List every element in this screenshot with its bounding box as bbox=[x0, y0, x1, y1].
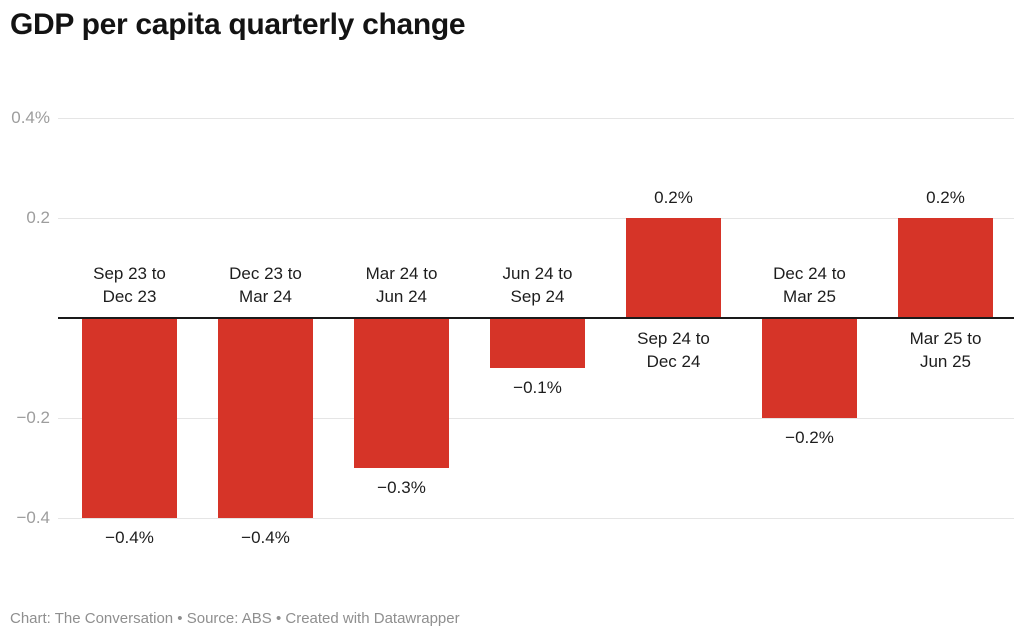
bar bbox=[354, 318, 449, 468]
bar-category-label: Sep 23 to Dec 23 bbox=[55, 262, 205, 308]
bar-value-label: 0.2% bbox=[654, 188, 693, 207]
bar-value-label: −0.3% bbox=[377, 478, 426, 497]
bar-category-label-line: Dec 23 to bbox=[229, 264, 302, 283]
bar-category-label-line: Mar 25 to bbox=[909, 329, 982, 348]
bar-category-label-line: Dec 24 to bbox=[773, 264, 846, 283]
chart-footer: Chart: The Conversation • Source: ABS • … bbox=[10, 610, 460, 627]
bar-category-label: Sep 24 to Dec 24 bbox=[599, 327, 749, 373]
bar bbox=[626, 218, 721, 318]
bar-category-label-line: Sep 24 to bbox=[637, 329, 710, 348]
y-axis-tick-label: 0.2 bbox=[26, 208, 50, 227]
y-axis-tick-label: 0.4% bbox=[11, 108, 50, 127]
y-axis-tick-label: −0.2 bbox=[16, 408, 50, 427]
bar-value-label: 0.2% bbox=[926, 188, 965, 207]
bar-category-label: Dec 24 to Mar 25 bbox=[735, 262, 885, 308]
chart-title: GDP per capita quarterly change bbox=[10, 8, 466, 41]
bar-category-label: Mar 24 to Jun 24 bbox=[327, 262, 477, 308]
bar bbox=[82, 318, 177, 518]
bar-value-label: −0.4% bbox=[241, 528, 290, 547]
bar-category-label-line: Jun 24 bbox=[375, 287, 428, 306]
gridline bbox=[58, 117, 1014, 119]
bar-category-label-line: Dec 24 bbox=[646, 352, 701, 371]
bar-category-label-line: Sep 24 bbox=[510, 287, 565, 306]
bar-value-label: −0.2% bbox=[785, 428, 834, 447]
y-axis-tick-label: −0.4 bbox=[16, 508, 50, 527]
bar-category-label: Mar 25 to Jun 25 bbox=[871, 327, 1021, 373]
gridline bbox=[58, 417, 1014, 419]
bar-category-label-line: Jun 25 bbox=[919, 352, 972, 371]
bar bbox=[762, 318, 857, 418]
bar-category-label: Jun 24 to Sep 24 bbox=[463, 262, 613, 308]
bar-category-label-line: Mar 25 bbox=[783, 287, 836, 306]
bar-value-label: −0.1% bbox=[513, 378, 562, 397]
bar-category-label-line: Dec 23 bbox=[102, 287, 157, 306]
bar-category-label-line: Sep 23 to bbox=[93, 264, 166, 283]
bar-category-label-line: Mar 24 to bbox=[365, 264, 438, 283]
bar-category-label-line: Mar 24 bbox=[239, 287, 292, 306]
bar-category-label: Dec 23 to Mar 24 bbox=[191, 262, 341, 308]
bar bbox=[898, 218, 993, 318]
gridline bbox=[58, 217, 1014, 219]
zero-baseline bbox=[58, 317, 1014, 319]
bar bbox=[218, 318, 313, 518]
bar bbox=[490, 318, 585, 368]
gridline bbox=[58, 517, 1014, 519]
bar-category-label-line: Jun 24 to bbox=[502, 264, 573, 283]
bar-value-label: −0.4% bbox=[105, 528, 154, 547]
